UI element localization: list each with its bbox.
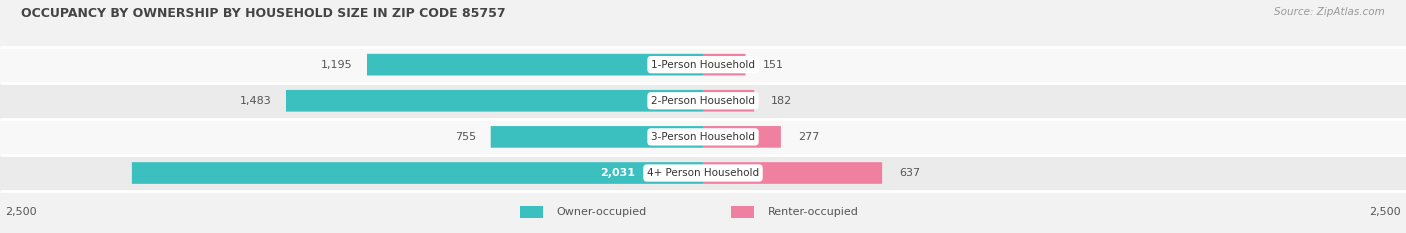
FancyBboxPatch shape xyxy=(285,90,703,112)
FancyBboxPatch shape xyxy=(703,162,882,184)
Text: 3-Person Household: 3-Person Household xyxy=(651,132,755,142)
Text: 637: 637 xyxy=(898,168,920,178)
Bar xyxy=(0,155,1406,191)
Text: 1,195: 1,195 xyxy=(322,60,353,70)
Text: 182: 182 xyxy=(770,96,793,106)
FancyBboxPatch shape xyxy=(132,162,703,184)
Text: 277: 277 xyxy=(797,132,820,142)
FancyBboxPatch shape xyxy=(703,126,780,148)
Bar xyxy=(731,206,754,218)
Bar xyxy=(520,206,543,218)
Text: Owner-occupied: Owner-occupied xyxy=(557,207,647,217)
Text: 1-Person Household: 1-Person Household xyxy=(651,60,755,70)
Text: 151: 151 xyxy=(762,60,783,70)
FancyBboxPatch shape xyxy=(703,54,745,75)
Text: 4+ Person Household: 4+ Person Household xyxy=(647,168,759,178)
FancyBboxPatch shape xyxy=(367,54,703,75)
Text: 1,483: 1,483 xyxy=(240,96,271,106)
Text: 2,500: 2,500 xyxy=(6,207,37,217)
Text: 2,500: 2,500 xyxy=(1369,207,1400,217)
Bar xyxy=(0,83,1406,119)
Bar xyxy=(0,119,1406,155)
FancyBboxPatch shape xyxy=(703,90,754,112)
Text: Source: ZipAtlas.com: Source: ZipAtlas.com xyxy=(1274,7,1385,17)
Text: 755: 755 xyxy=(456,132,477,142)
Text: 2,031: 2,031 xyxy=(600,168,636,178)
FancyBboxPatch shape xyxy=(491,126,703,148)
Text: 2-Person Household: 2-Person Household xyxy=(651,96,755,106)
Text: OCCUPANCY BY OWNERSHIP BY HOUSEHOLD SIZE IN ZIP CODE 85757: OCCUPANCY BY OWNERSHIP BY HOUSEHOLD SIZE… xyxy=(21,7,506,20)
Bar xyxy=(0,47,1406,83)
Text: Renter-occupied: Renter-occupied xyxy=(768,207,859,217)
